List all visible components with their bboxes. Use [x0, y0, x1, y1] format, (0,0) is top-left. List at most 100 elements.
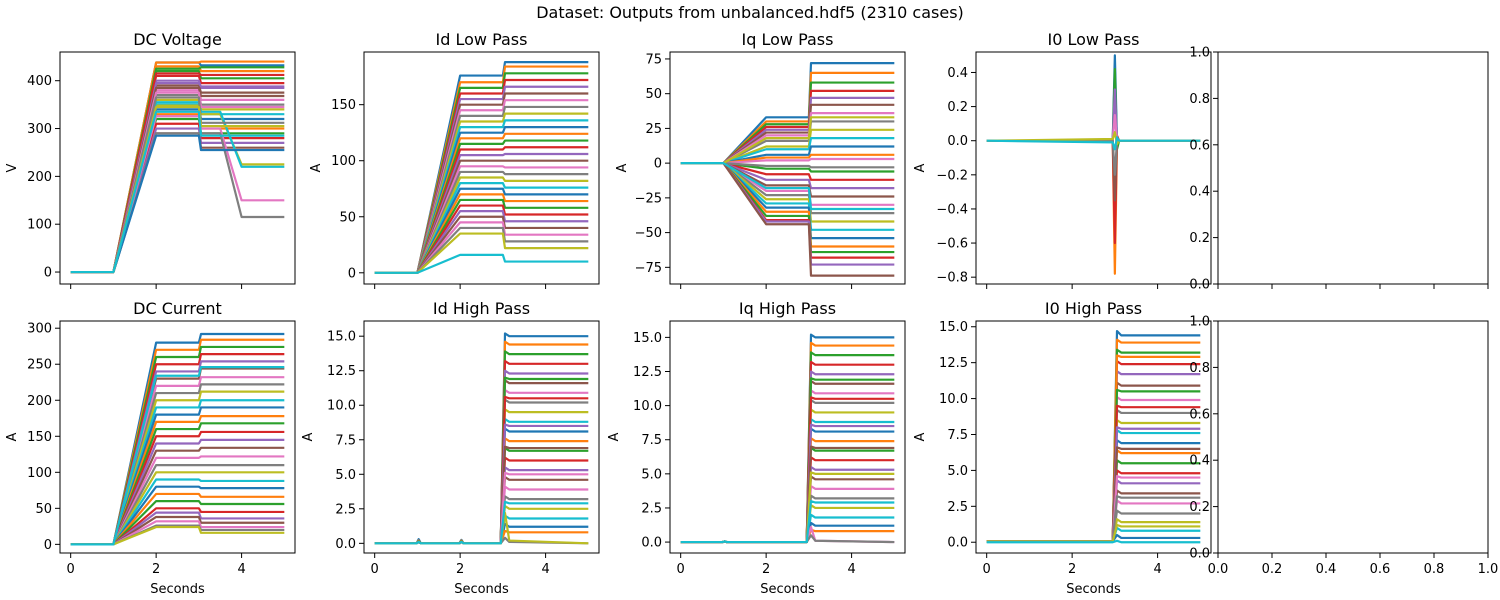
series-line: [986, 67, 1201, 151]
y-tick-label: 2.5: [947, 500, 968, 515]
series-group: [680, 62, 895, 277]
y-tick-label: 2.5: [335, 502, 356, 517]
series-line: [986, 526, 1201, 543]
series-line: [374, 232, 589, 274]
y-tick-label: 0.2: [1189, 231, 1210, 246]
series-line: [680, 418, 895, 544]
y-tick-label: 150: [331, 98, 356, 113]
series-line: [680, 408, 895, 544]
series-group: [680, 333, 895, 544]
y-tick-label: 12.5: [939, 356, 968, 371]
series-group: [374, 60, 589, 274]
x-tick-label: 2: [1068, 562, 1076, 577]
series-line: [374, 504, 589, 545]
axes-frame: [975, 51, 1212, 285]
series-line: [70, 485, 285, 546]
series-line: [374, 72, 589, 274]
y-tick-label: 50: [35, 502, 52, 517]
y-tick-label: 1.0: [1189, 315, 1210, 330]
y-tick-label: 0.6: [1189, 138, 1210, 153]
series-line: [374, 204, 589, 274]
subplot-title: I0 High Pass: [1045, 299, 1142, 318]
y-tick-label: 7.5: [641, 433, 662, 448]
y-tick-label: 75: [645, 52, 662, 67]
y-tick-label: 0.4: [1189, 454, 1210, 469]
y-tick-label: 12.5: [327, 364, 356, 379]
axes-frame: [1217, 51, 1489, 285]
series-line: [986, 419, 1201, 543]
series-line: [70, 132, 285, 274]
series-group: [70, 332, 285, 546]
subplot-2: 0 50 100 150 Id Low Pass A: [309, 30, 600, 289]
y-tick-label: 0.0: [947, 536, 968, 551]
series-line: [70, 110, 285, 274]
series-line: [680, 446, 895, 544]
series-group: [374, 332, 589, 545]
series-line: [680, 360, 895, 544]
subplot-7: 0 2 4 0.0 2.5 5.0 7.5 10.0 12.5 15.0 Id High Pass S…: [301, 299, 600, 597]
y-tick-label: 12.5: [633, 365, 662, 380]
series-line: [680, 162, 895, 259]
y-tick-label: 200: [27, 170, 52, 185]
series-line: [986, 338, 1201, 543]
y-axis-label: A: [913, 432, 928, 441]
y-axis-label: A: [615, 163, 630, 172]
series-line: [70, 122, 285, 274]
series-line: [680, 525, 895, 544]
y-tick-label: 50: [339, 210, 356, 225]
x-tick-label: 0.0: [1208, 562, 1229, 577]
series-line: [680, 485, 895, 544]
y-tick-label: 0.0: [947, 134, 968, 149]
y-tick-label: 0.4: [1189, 185, 1210, 200]
subplot-6: 0 2 4 0 50 100 150 200 250 300 DC Current Seconds A: [5, 299, 296, 597]
subplot-title: Id Low Pass: [436, 30, 528, 49]
series-line: [680, 528, 895, 544]
series-line: [70, 132, 285, 274]
axes-frame: [975, 320, 1212, 554]
y-tick-label: 7.5: [335, 433, 356, 448]
subplot-9: 0 2 4 0.0 2.5 5.0 7.5 10.0 12.5 15.0 I0 High Pass S…: [913, 299, 1212, 597]
y-axis-label: A: [301, 432, 316, 441]
y-tick-label: 250: [27, 358, 52, 373]
series-group: [986, 329, 1201, 544]
series-line: [680, 89, 895, 165]
series-line: [374, 176, 589, 274]
x-tick-label: 0: [67, 562, 75, 577]
subplot-title: I0 Low Pass: [1048, 30, 1140, 49]
x-tick-label: 0.8: [1424, 562, 1445, 577]
y-tick-label: 10.0: [327, 399, 356, 414]
axes-frame: [1217, 320, 1489, 554]
series-line: [986, 429, 1201, 543]
y-tick-label: −0.6: [936, 237, 968, 252]
series-line: [374, 359, 589, 545]
y-tick-label: 2.5: [641, 501, 662, 516]
y-tick-label: 0.2: [1189, 500, 1210, 515]
y-tick-label: 0.0: [641, 536, 662, 551]
x-axis-label: Seconds: [454, 582, 509, 597]
subplot-1: 0 100 200 300 400 DC Voltage V: [5, 30, 296, 289]
x-tick-label: 2: [456, 562, 464, 577]
axes-frame: [59, 51, 296, 285]
y-tick-label: 0.8: [1189, 92, 1210, 107]
x-tick-label: 4: [847, 562, 855, 577]
y-tick-label: 50: [645, 87, 662, 102]
series-line: [374, 522, 589, 545]
series-line: [374, 423, 589, 545]
axes-frame: [363, 51, 600, 285]
x-tick-label: 0.4: [1316, 562, 1337, 577]
y-tick-label: 10.0: [633, 399, 662, 414]
y-tick-label: 0.6: [1189, 407, 1210, 422]
y-tick-label: 100: [27, 466, 52, 481]
x-tick-label: 0: [677, 562, 685, 577]
y-tick-label: 15.0: [327, 330, 356, 345]
series-line: [986, 329, 1201, 543]
series-line: [70, 524, 285, 546]
series-line: [986, 139, 1201, 275]
y-tick-label: 10.0: [939, 392, 968, 407]
y-tick-label: 0.8: [1189, 361, 1210, 376]
subplot-3: −75 −50 −25 0 25 50 75 Iq Low Pass A: [615, 30, 906, 289]
series-line: [70, 366, 285, 546]
y-tick-label: 7.5: [947, 428, 968, 443]
